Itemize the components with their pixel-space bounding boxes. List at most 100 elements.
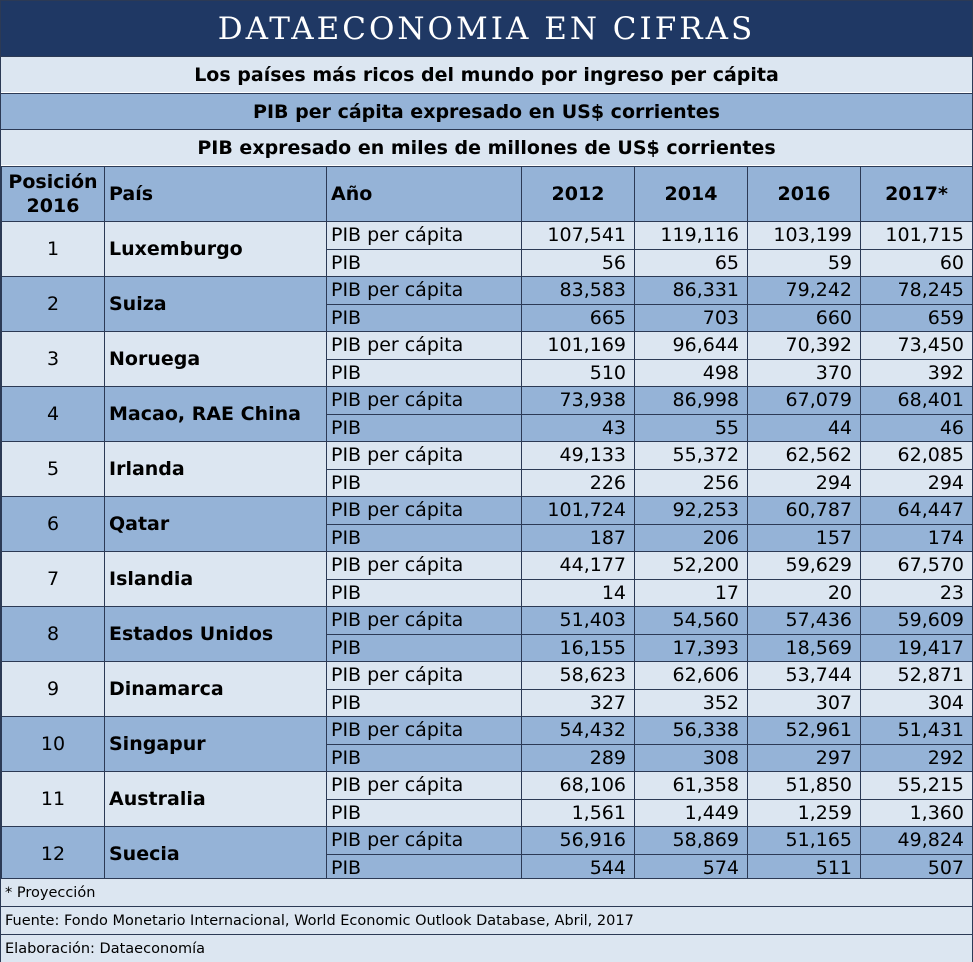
- table-header-row: Posición 2016 País Año 2012 2014 2016 20…: [1, 166, 973, 222]
- country-cell: Australia: [104, 771, 327, 827]
- per-capita-value: 54,560: [634, 606, 748, 635]
- per-capita-value: 52,871: [860, 661, 973, 690]
- per-capita-value: 79,242: [747, 276, 861, 305]
- indicator-label-per-capita: PIB per cápita: [326, 551, 522, 580]
- indicator-label-per-capita: PIB per cápita: [326, 276, 522, 305]
- per-capita-value: 49,824: [860, 826, 973, 855]
- header-country: País: [104, 166, 327, 222]
- per-capita-value: 52,961: [747, 716, 861, 745]
- per-capita-value: 92,253: [634, 496, 748, 525]
- position-cell: 3: [1, 331, 105, 387]
- per-capita-value: 58,869: [634, 826, 748, 855]
- pib-value: 56: [521, 248, 635, 277]
- per-capita-value: 58,623: [521, 661, 635, 690]
- indicator-label-pib: PIB: [326, 358, 522, 387]
- indicator-label-per-capita: PIB per cápita: [326, 331, 522, 360]
- indicator-label-per-capita: PIB per cápita: [326, 496, 522, 525]
- table-row: 7 Islandia PIB per cápita 44,177 52,200 59,62…: [1, 551, 973, 607]
- indicator-label-pib: PIB: [326, 248, 522, 277]
- per-capita-value: 101,715: [860, 221, 973, 250]
- pib-value: 307: [747, 688, 861, 717]
- pib-value: 498: [634, 358, 748, 387]
- pib-value: 46: [860, 413, 973, 442]
- table-row: 8 Estados Unidos PIB per cápita 51,403 54,56…: [1, 606, 973, 662]
- pib-value: 294: [747, 468, 861, 497]
- per-capita-value: 55,215: [860, 771, 973, 800]
- pib-value: 55: [634, 413, 748, 442]
- indicator-label-pib: PIB: [326, 578, 522, 607]
- position-cell: 8: [1, 606, 105, 662]
- table-row: PIB 56 65 59 60: [2, 248, 973, 277]
- per-capita-value: 61,358: [634, 771, 748, 800]
- pib-value: 226: [521, 468, 635, 497]
- table-row: 1 Luxemburgo PIB per cápita 107,541 119,116 1…: [1, 221, 973, 277]
- table-row: PIB 1,561 1,449 1,259 1,360: [2, 798, 973, 827]
- per-capita-value: 59,629: [747, 551, 861, 580]
- per-capita-value: 103,199: [747, 221, 861, 250]
- pib-value: 370: [747, 358, 861, 387]
- banner-title: DATAECONOMIA EN CIFRAS: [1, 1, 972, 56]
- per-capita-value: 68,106: [521, 771, 635, 800]
- per-capita-value: 59,609: [860, 606, 973, 635]
- pib-value: 660: [747, 303, 861, 332]
- header-year-2016: 2016: [747, 166, 861, 222]
- pib-value: 544: [521, 853, 635, 882]
- footnote-source: Fuente: Fondo Monetario Internacional, W…: [1, 906, 972, 934]
- indicator-label-pib: PIB: [326, 853, 522, 882]
- table-row: 4 Macao, RAE China PIB per cápita 73,938 86,…: [1, 386, 973, 442]
- per-capita-value: 101,169: [521, 331, 635, 360]
- country-cell: Dinamarca: [104, 661, 327, 717]
- pib-value: 23: [860, 578, 973, 607]
- country-cell: Islandia: [104, 551, 327, 607]
- position-cell: 7: [1, 551, 105, 607]
- country-cell: Macao, RAE China: [104, 386, 327, 442]
- table-row: 12 Suecia PIB per cápita 56,916 58,869 51,165…: [1, 826, 973, 882]
- pib-value: 17,393: [634, 633, 748, 662]
- table-row: PIB 16,155 17,393 18,569 19,417: [2, 633, 973, 662]
- pib-value: 187: [521, 523, 635, 552]
- per-capita-value: 70,392: [747, 331, 861, 360]
- indicator-label-per-capita: PIB per cápita: [326, 606, 522, 635]
- pib-value: 352: [634, 688, 748, 717]
- pib-value: 59: [747, 248, 861, 277]
- pib-value: 44: [747, 413, 861, 442]
- indicator-label-pib: PIB: [326, 303, 522, 332]
- table-row: PIB 226 256 294 294: [2, 468, 973, 497]
- per-capita-value: 62,085: [860, 441, 973, 470]
- table-row: PIB 544 574 511 507: [2, 853, 973, 882]
- per-capita-value: 62,606: [634, 661, 748, 690]
- per-capita-value: 60,787: [747, 496, 861, 525]
- pib-value: 157: [747, 523, 861, 552]
- per-capita-value: 86,331: [634, 276, 748, 305]
- pib-value: 392: [860, 358, 973, 387]
- indicator-label-per-capita: PIB per cápita: [326, 771, 522, 800]
- per-capita-value: 56,916: [521, 826, 635, 855]
- country-cell: Singapur: [104, 716, 327, 772]
- pib-value: 659: [860, 303, 973, 332]
- indicator-label-per-capita: PIB per cápita: [326, 221, 522, 250]
- header-position-label: Posición: [8, 171, 98, 193]
- position-cell: 5: [1, 441, 105, 497]
- subtitle-pib-unit: PIB expresado en miles de millones de US…: [1, 129, 972, 165]
- position-cell: 9: [1, 661, 105, 717]
- gdp-table: Posición 2016 País Año 2012 2014 2016 20…: [1, 166, 973, 882]
- per-capita-value: 44,177: [521, 551, 635, 580]
- header-year-2017: 2017*: [860, 166, 973, 222]
- indicator-label-pib: PIB: [326, 413, 522, 442]
- per-capita-value: 73,450: [860, 331, 973, 360]
- indicator-label-pib: PIB: [326, 798, 522, 827]
- country-cell: Estados Unidos: [104, 606, 327, 662]
- pib-value: 14: [521, 578, 635, 607]
- indicator-label-per-capita: PIB per cápita: [326, 386, 522, 415]
- subtitle-per-capita-unit: PIB per cápita expresado en US$ corrient…: [1, 93, 972, 129]
- country-cell: Noruega: [104, 331, 327, 387]
- table-row: PIB 665 703 660 659: [2, 303, 973, 332]
- indicator-label-per-capita: PIB per cápita: [326, 661, 522, 690]
- per-capita-value: 49,133: [521, 441, 635, 470]
- pib-value: 308: [634, 743, 748, 772]
- per-capita-value: 67,570: [860, 551, 973, 580]
- pib-value: 1,259: [747, 798, 861, 827]
- country-cell: Qatar: [104, 496, 327, 552]
- header-year-2012: 2012: [521, 166, 635, 222]
- indicator-label-pib: PIB: [326, 688, 522, 717]
